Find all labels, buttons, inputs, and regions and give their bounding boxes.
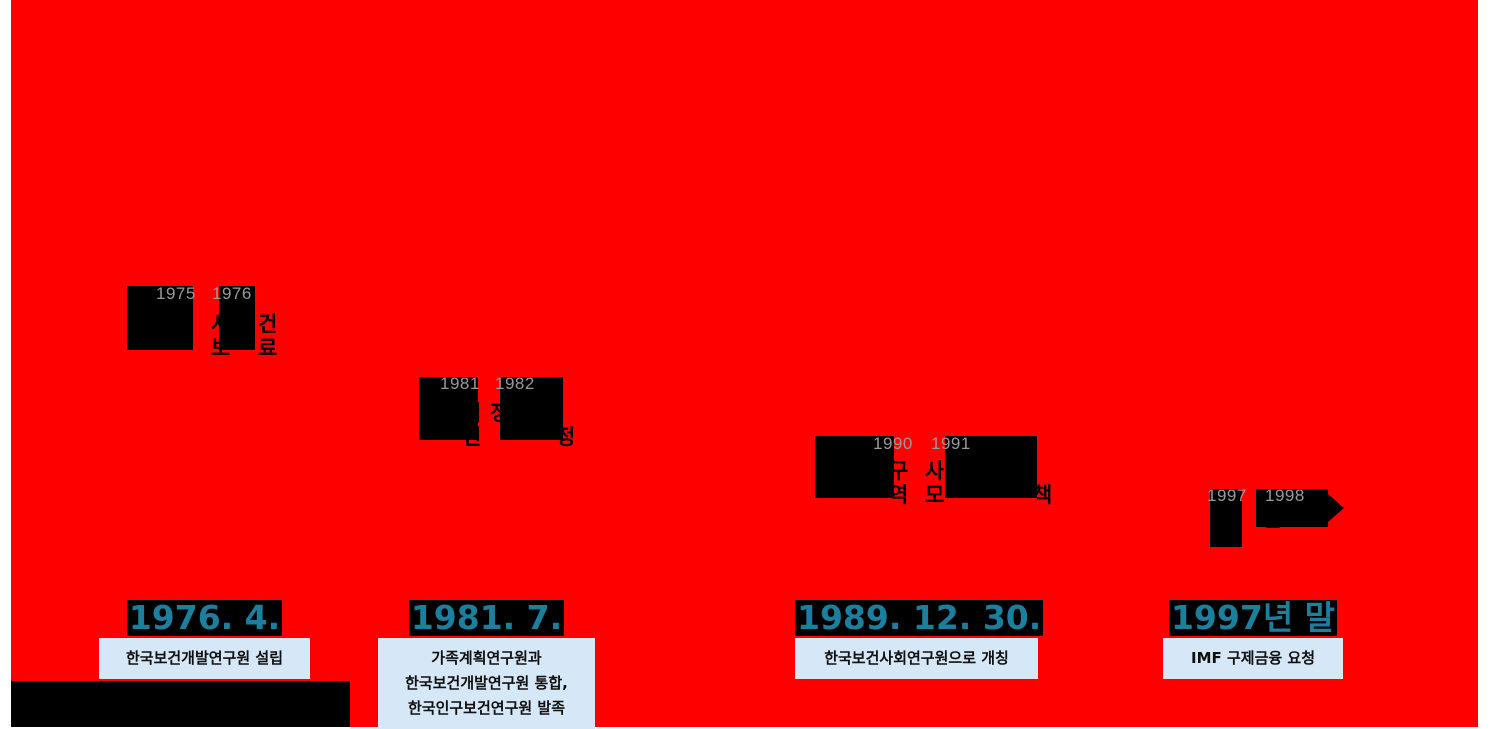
event-year-heading: 1976. 4.	[126, 598, 283, 637]
marker-glyph: 책	[1033, 483, 1053, 507]
marker-glyph: 역	[462, 401, 482, 425]
marker-year-label: 1975	[156, 284, 196, 303]
marker-glyph: 사	[211, 312, 231, 336]
marker-redaction-block	[127, 286, 193, 350]
marker-glyph: 사	[925, 459, 945, 483]
marker-glyph: 건	[1262, 507, 1282, 531]
timeline-event-1989: 1989. 12. 30. 한국보건사회연구원으로 개칭	[795, 600, 1044, 679]
event-description-box: 한국보건개발연구원 설립	[99, 638, 310, 679]
event-year-heading-wrap: 1976. 4.	[99, 600, 310, 638]
event-year-heading-wrap: 1997년 말	[1163, 600, 1343, 638]
bottom-redaction-bar	[11, 681, 350, 727]
event-description-line: 가족계획연구원과	[431, 649, 542, 667]
event-year-heading-wrap: 1981. 7.	[378, 600, 595, 638]
marker-year-label: 1976	[212, 284, 252, 303]
marker-glyph: 보	[211, 336, 231, 360]
marker-glyph: 건	[258, 312, 278, 336]
marker-year-label: 1991	[931, 434, 971, 453]
marker-year-label: 1997	[1207, 486, 1247, 505]
event-year-heading: 1997년 말	[1168, 598, 1338, 637]
event-year-heading-wrap: 1989. 12. 30.	[795, 600, 1044, 638]
marker-glyph: 료	[258, 336, 278, 360]
timeline-event-1997: 1997년 말 IMF 구제금융 요청	[1163, 600, 1343, 679]
marker-year-label: 1981	[440, 374, 480, 393]
marker-redaction-block	[419, 377, 478, 440]
event-description-line: 한국인구보건연구원 발족	[407, 699, 566, 717]
event-year-heading: 1989. 12. 30.	[795, 598, 1044, 637]
event-description-box: 한국보건사회연구원으로 개칭	[795, 638, 1038, 679]
event-description-line: 한국보건개발연구원 통합,	[405, 674, 568, 692]
marker-year-label: 1982	[495, 374, 535, 393]
event-description-line: IMF 구제금융 요청	[1191, 649, 1315, 667]
marker-glyph: 정	[556, 425, 576, 449]
event-description-line: 한국보건개발연구원 설립	[125, 649, 284, 667]
marker-redaction-block	[500, 377, 563, 440]
marker-glyph: 역	[889, 483, 909, 507]
marker-year-label: 1990	[873, 434, 913, 453]
marker-year-label: 1998	[1265, 486, 1305, 505]
marker-glyph: 모	[925, 483, 945, 507]
marker-redaction-block	[945, 436, 1037, 498]
arrow-right-icon	[1328, 494, 1344, 522]
event-description-box: IMF 구제금융 요청	[1163, 638, 1343, 679]
event-year-heading: 1981. 7.	[408, 598, 565, 637]
timeline-event-1976: 1976. 4. 한국보건개발연구원 설립	[99, 600, 310, 679]
marker-redaction-block	[219, 286, 255, 350]
marker-glyph: 구	[889, 459, 909, 483]
marker-redaction-block	[1210, 489, 1242, 547]
marker-redaction-block	[1256, 489, 1328, 527]
marker-redaction-block	[815, 436, 894, 498]
marker-glyph: 정	[490, 401, 510, 425]
marker-glyph: 건	[462, 425, 482, 449]
event-description-line: 한국보건사회연구원으로 개칭	[824, 649, 1009, 667]
